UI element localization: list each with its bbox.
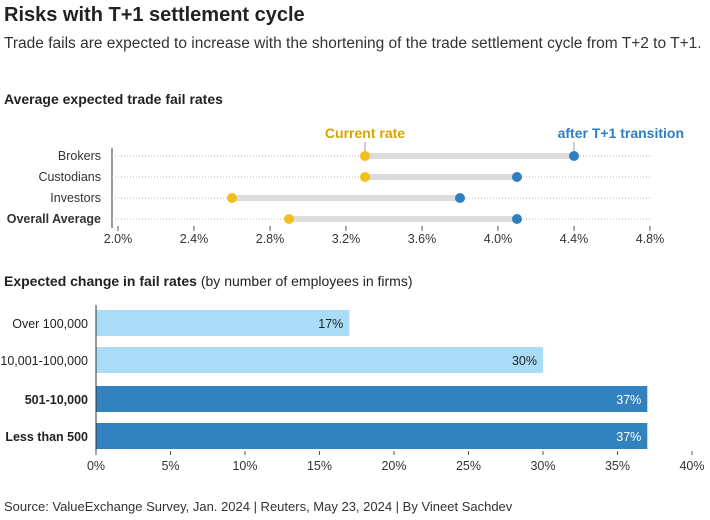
- x-tick-label: 35%: [605, 459, 630, 473]
- category-label: Custodians: [38, 170, 101, 184]
- x-tick-label: 4.0%: [484, 232, 513, 246]
- bar-chart-title-main: Expected change in fail rates: [4, 273, 197, 289]
- bar-chart-title: Expected change in fail rates (by number…: [4, 273, 413, 289]
- current-rate-dot: [360, 151, 370, 161]
- after-transition-dot: [512, 214, 522, 224]
- bar: [96, 423, 648, 449]
- bar-value-label: 37%: [616, 393, 641, 407]
- x-tick-label: 0%: [87, 459, 105, 473]
- after-transition-dot: [569, 151, 579, 161]
- x-tick-label: 25%: [456, 459, 481, 473]
- current-rate-dot: [227, 193, 237, 203]
- bar-chart-title-note: (by number of employees in firms): [200, 273, 413, 289]
- bar: [96, 347, 543, 373]
- dot-chart-title: Average expected trade fail rates: [4, 91, 223, 107]
- bar: [96, 386, 648, 412]
- category-label: Brokers: [58, 149, 101, 163]
- x-tick-label: 30%: [530, 459, 555, 473]
- bar-value-label: 17%: [318, 317, 343, 331]
- bar: [96, 310, 350, 336]
- subtitle: Trade fails are expected to increase wit…: [4, 35, 702, 52]
- x-tick-label: 2.4%: [180, 232, 209, 246]
- category-label: 501-10,000: [25, 393, 88, 407]
- x-tick-label: 40%: [679, 459, 704, 473]
- x-tick-label: 4.4%: [560, 232, 589, 246]
- after-transition-dot: [512, 172, 522, 182]
- category-label: Over 100,000: [12, 317, 88, 331]
- bar-value-label: 30%: [512, 354, 537, 368]
- category-label: Less than 500: [5, 430, 88, 444]
- after-transition-dot: [455, 193, 465, 203]
- x-tick-label: 4.8%: [636, 232, 665, 246]
- bar-value-label: 37%: [616, 430, 641, 444]
- category-label: Overall Average: [7, 212, 101, 226]
- page-title: Risks with T+1 settlement cycle: [4, 4, 305, 26]
- current-rate-dot: [360, 172, 370, 182]
- x-tick-label: 3.6%: [408, 232, 437, 246]
- category-label: 10,001-100,000: [0, 354, 88, 368]
- x-tick-label: 10%: [232, 459, 257, 473]
- source-note: Source: ValueExchange Survey, Jan. 2024 …: [4, 499, 513, 514]
- x-tick-label: 2.8%: [256, 232, 285, 246]
- legend-current-rate: Current rate: [325, 125, 405, 141]
- legend-after-transition: after T+1 transition: [558, 125, 684, 141]
- x-tick-label: 15%: [307, 459, 332, 473]
- x-tick-label: 20%: [381, 459, 406, 473]
- category-label: Investors: [50, 191, 101, 205]
- x-tick-label: 3.2%: [332, 232, 361, 246]
- x-tick-label: 5%: [161, 459, 179, 473]
- x-tick-label: 2.0%: [104, 232, 133, 246]
- current-rate-dot: [284, 214, 294, 224]
